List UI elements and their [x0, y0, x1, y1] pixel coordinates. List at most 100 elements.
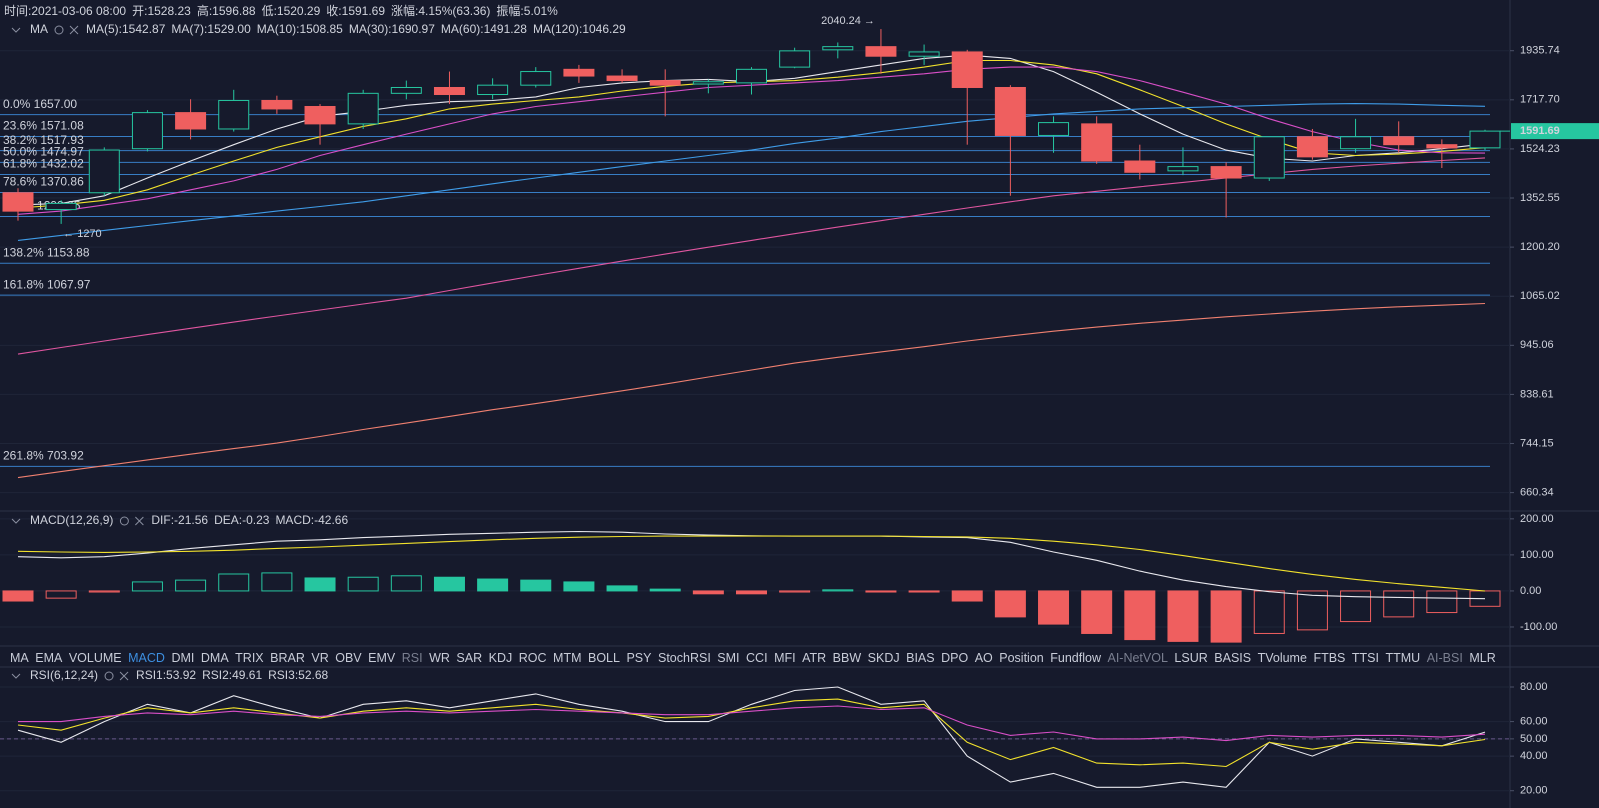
candle-body [606, 75, 638, 82]
candle-body [563, 68, 595, 77]
indicator-tab[interactable]: EMA [35, 650, 63, 665]
indicator-tab[interactable]: RSI [401, 650, 423, 665]
header-value: 2021-03-06 08:00 [31, 4, 126, 18]
indicator-tab[interactable]: DMI [171, 650, 195, 665]
candle-body [1383, 136, 1415, 146]
indicator-tab[interactable]: MACD [128, 650, 165, 665]
candle-body [865, 46, 897, 57]
candle-body [994, 86, 1026, 136]
macd-bar [1167, 590, 1199, 642]
y-tick-label: 1065.02 [1520, 290, 1560, 302]
indicator-tab[interactable]: EMV [368, 650, 396, 665]
indicator-tab[interactable]: VOLUME [68, 650, 122, 665]
indicator-tab[interactable]: AO [974, 650, 993, 665]
indicator-tab[interactable]: TRIX [235, 650, 264, 665]
extreme-label: ← 1270 [63, 228, 102, 240]
header-label: 振幅: [496, 3, 523, 18]
indicator-tab[interactable]: TVolume [1257, 650, 1307, 665]
indicator-tab[interactable]: DPO [941, 650, 969, 665]
indicator-tab[interactable]: MTM [553, 650, 582, 665]
candle-body [736, 68, 767, 84]
indicator-tab[interactable]: BRAR [270, 650, 305, 665]
indicator-tab[interactable]: BASIS [1214, 650, 1252, 665]
legend-entry: MA(7):1529.00 [171, 22, 251, 36]
candle-body [1081, 123, 1113, 162]
indicator-tab[interactable]: LSUR [1174, 650, 1208, 665]
indicator-tab[interactable]: TTMU [1385, 650, 1421, 665]
indicator-tab[interactable]: FTBS [1313, 650, 1346, 665]
candle-body [1038, 122, 1070, 136]
macd-bar [563, 581, 595, 592]
candle-body [520, 71, 552, 86]
indicator-tab[interactable]: MFI [774, 650, 796, 665]
header-label: 开: [132, 4, 147, 18]
indicator-tab[interactable]: AI-NetVOL [1107, 650, 1168, 665]
indicator-tab[interactable]: SKDJ [867, 650, 900, 665]
legend-entry: DEA:-0.23 [214, 513, 270, 527]
macd-bar [175, 579, 207, 592]
fib-label: 261.8% 703.92 [3, 449, 84, 463]
candle-body [1296, 136, 1328, 158]
indicator-tab[interactable]: AI-BSI [1426, 650, 1463, 665]
macd-bar [908, 590, 940, 593]
candle-body [88, 149, 120, 194]
indicator-tab[interactable]: SAR [456, 650, 483, 665]
candle-body [692, 81, 724, 85]
indicator-tab[interactable]: MLR [1469, 650, 1496, 665]
indicator-tab[interactable]: Position [999, 650, 1044, 665]
macd-bar [88, 590, 120, 593]
fib-label: 50.0% 1474.97 [3, 145, 84, 159]
indicator-tab[interactable]: ATR [802, 650, 827, 665]
indicator-tab[interactable]: SMI [717, 650, 740, 665]
header-label: 高: [197, 3, 212, 18]
indicator-tab[interactable]: BOLL [588, 650, 620, 665]
legend-entry: MA(120):1046.29 [533, 22, 626, 36]
macd-bar [433, 576, 465, 592]
macd-bar [304, 577, 336, 592]
close-icon [135, 516, 144, 526]
candle-body [1253, 136, 1285, 179]
indicator-tab[interactable]: Fundflow [1050, 650, 1101, 665]
indicator-tab[interactable]: BIAS [906, 650, 935, 665]
legend-entry: RSI3:52.68 [268, 668, 328, 682]
indicator-tab[interactable]: TTSI [1351, 650, 1379, 665]
collapse-chevron [11, 518, 21, 524]
candle-body [1426, 144, 1458, 149]
indicator-tab[interactable]: BBW [832, 650, 862, 665]
series-line [17, 698, 1486, 768]
indicator-tab[interactable]: KDJ [488, 650, 513, 665]
legend-entry: MACD:-42.66 [275, 513, 348, 527]
indicator-tab[interactable]: OBV [335, 650, 362, 665]
macd-bar [218, 573, 250, 592]
macd-bar [1296, 590, 1328, 631]
indicator-tab[interactable]: VR [311, 650, 329, 665]
y-tick-label: 660.34 [1520, 487, 1554, 499]
macd-bar [520, 579, 552, 592]
indicator-tab[interactable]: WR [429, 650, 450, 665]
macd-bar [1038, 590, 1070, 625]
candle-body [1210, 166, 1242, 179]
indicator-tab[interactable]: ROC [518, 650, 547, 665]
header-value: 1520.29 [277, 4, 321, 18]
settings-icon [119, 516, 129, 526]
legend-entry: RSI2:49.61 [202, 668, 262, 682]
candle-body [649, 80, 681, 86]
indicator-tab[interactable]: PSY [626, 650, 652, 665]
series-line [17, 302, 1486, 479]
indicator-tab[interactable]: StochRSI [657, 650, 711, 665]
candle-body [175, 112, 207, 130]
macd-bar [1426, 590, 1458, 614]
legend-entry: MA(60):1491.28 [441, 22, 527, 36]
header-value: 1596.88 [212, 4, 256, 18]
fib-label: 0.0% 1657.00 [3, 97, 77, 111]
legend-title: MA [30, 22, 48, 36]
macd-bar [1081, 590, 1113, 634]
macd-bar [779, 590, 811, 593]
candle-body [45, 202, 77, 211]
y-tick-label: 1200.20 [1520, 241, 1560, 253]
candle-body [304, 105, 336, 125]
indicator-tab[interactable]: CCI [746, 650, 768, 665]
indicator-tab[interactable]: DMA [200, 650, 229, 665]
indicator-tab[interactable]: MA [10, 650, 29, 665]
